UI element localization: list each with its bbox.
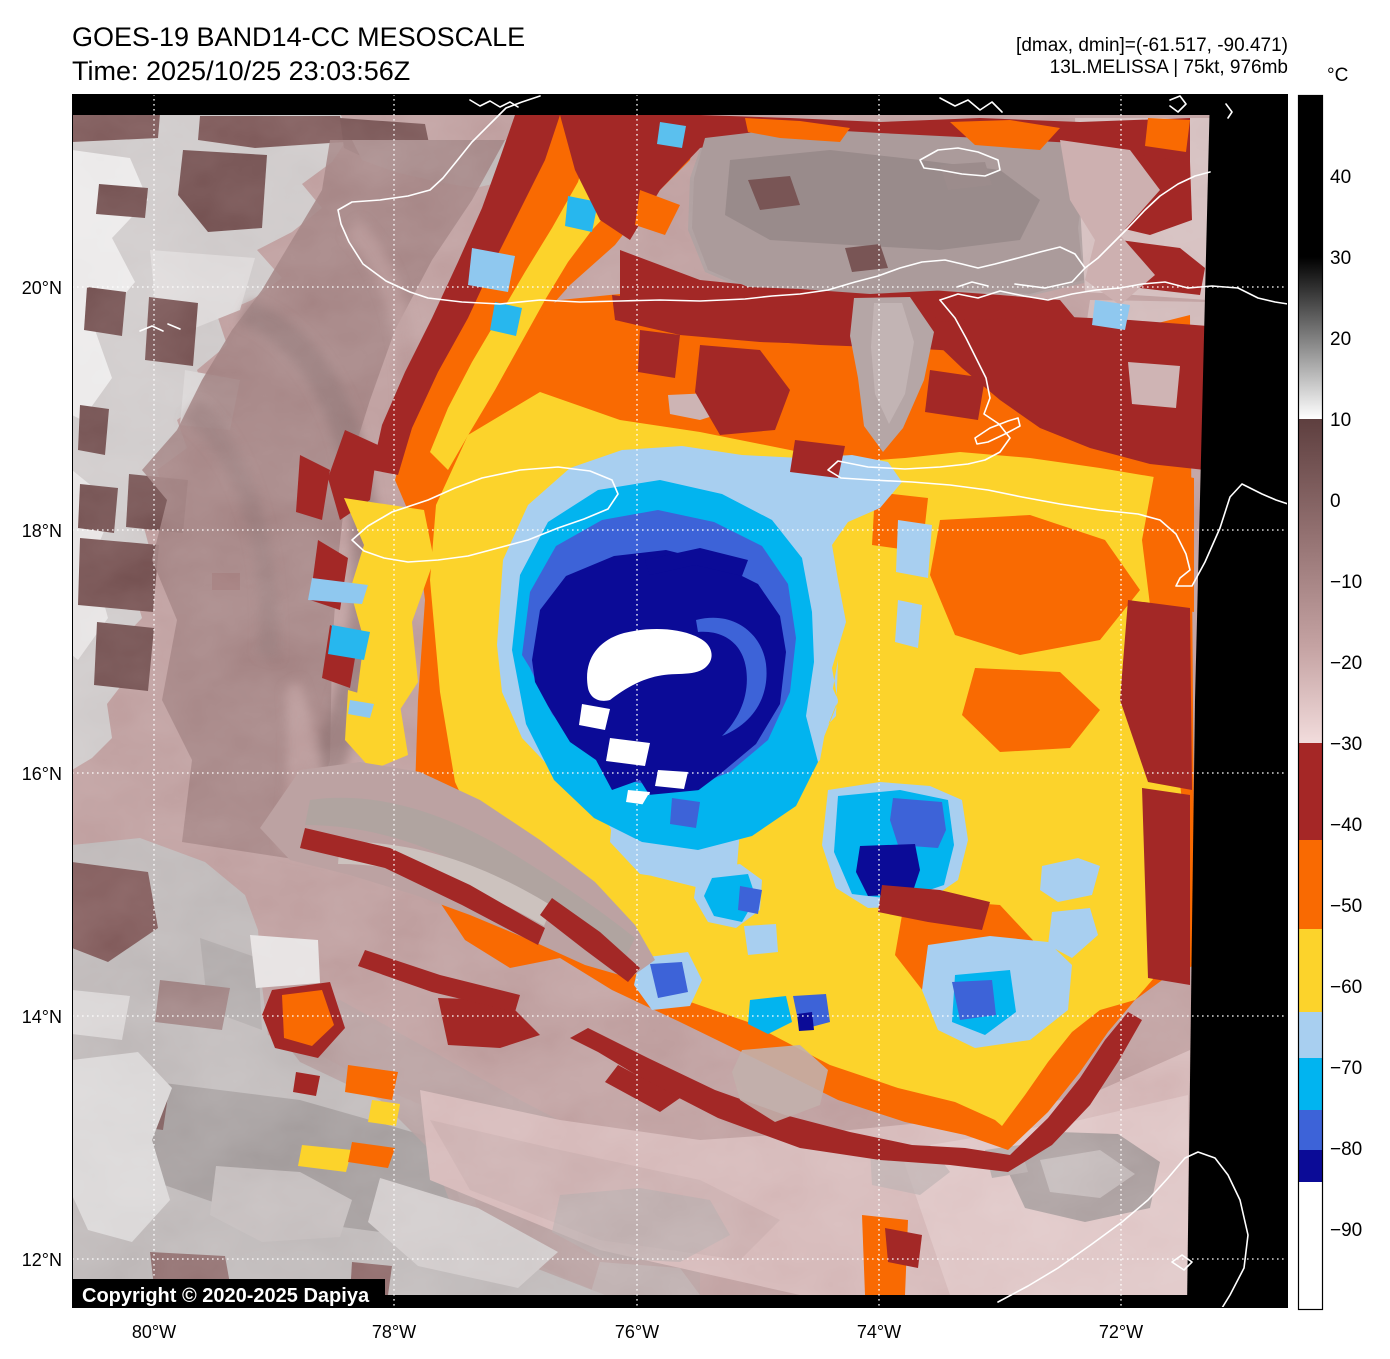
svg-text:16°N: 16°N bbox=[22, 764, 62, 784]
svg-text:−40: −40 bbox=[1330, 815, 1362, 836]
svg-text:10: 10 bbox=[1330, 410, 1351, 431]
svg-text:78°W: 78°W bbox=[372, 1322, 416, 1342]
svg-text:0: 0 bbox=[1330, 491, 1341, 512]
svg-text:30: 30 bbox=[1330, 248, 1351, 269]
svg-text:80°W: 80°W bbox=[132, 1322, 176, 1342]
svg-text:−20: −20 bbox=[1330, 653, 1362, 674]
svg-text:40: 40 bbox=[1330, 167, 1351, 188]
svg-text:20°N: 20°N bbox=[22, 278, 62, 298]
svg-text:13L.MELISSA | 75kt, 976mb: 13L.MELISSA | 75kt, 976mb bbox=[1050, 57, 1288, 78]
svg-text:76°W: 76°W bbox=[615, 1322, 659, 1342]
svg-text:12°N: 12°N bbox=[22, 1250, 62, 1270]
svg-text:−10: −10 bbox=[1330, 572, 1362, 593]
svg-text:°C: °C bbox=[1327, 65, 1348, 86]
svg-text:14°N: 14°N bbox=[22, 1007, 62, 1027]
svg-text:−30: −30 bbox=[1330, 734, 1362, 755]
svg-text:Time: 2025/10/25 23:03:56Z: Time: 2025/10/25 23:03:56Z bbox=[72, 56, 410, 86]
svg-text:GOES-19 BAND14-CC MESOSCALE: GOES-19 BAND14-CC MESOSCALE bbox=[72, 22, 525, 52]
svg-text:−90: −90 bbox=[1330, 1220, 1362, 1241]
svg-text:−80: −80 bbox=[1330, 1139, 1362, 1160]
svg-text:−50: −50 bbox=[1330, 896, 1362, 917]
svg-text:20: 20 bbox=[1330, 329, 1351, 350]
svg-text:18°N: 18°N bbox=[22, 521, 62, 541]
svg-text:72°W: 72°W bbox=[1099, 1322, 1143, 1342]
svg-text:−60: −60 bbox=[1330, 977, 1362, 998]
svg-text:[dmax, dmin]=(-61.517, -90.471: [dmax, dmin]=(-61.517, -90.471) bbox=[1016, 35, 1288, 56]
svg-text:−70: −70 bbox=[1330, 1058, 1362, 1079]
svg-text:74°W: 74°W bbox=[857, 1322, 901, 1342]
svg-text:Copyright © 2020-2025 Dapiya: Copyright © 2020-2025 Dapiya bbox=[82, 1285, 370, 1307]
